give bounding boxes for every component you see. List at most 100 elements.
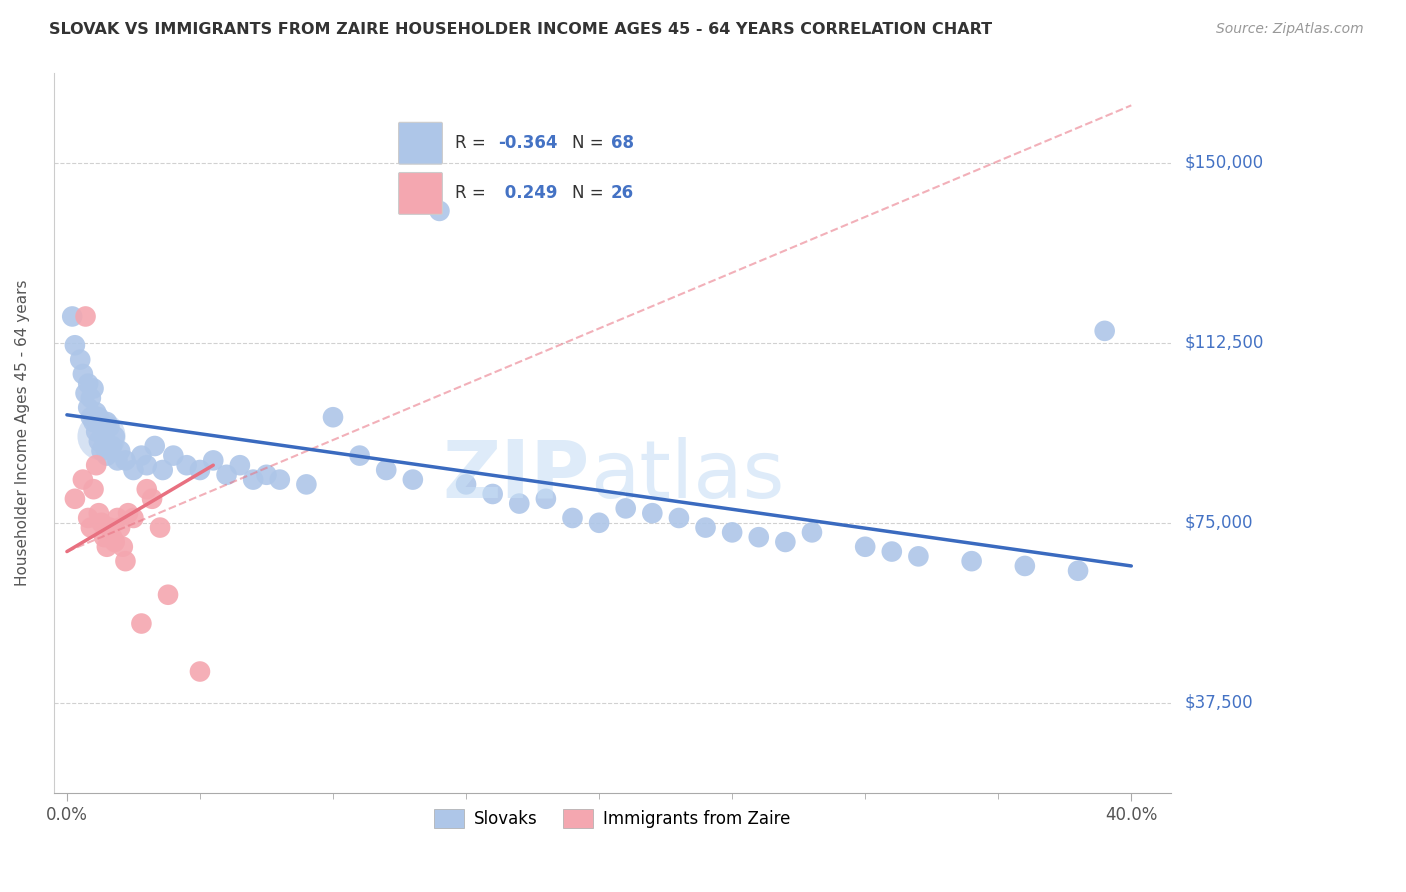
Point xyxy=(149,520,172,534)
Point xyxy=(481,487,503,501)
Point xyxy=(695,520,717,534)
Point xyxy=(960,554,983,568)
Point xyxy=(135,482,157,496)
Point xyxy=(295,477,318,491)
Text: atlas: atlas xyxy=(591,437,785,515)
Point xyxy=(561,511,583,525)
Point xyxy=(90,429,112,443)
Point xyxy=(880,544,903,558)
Point xyxy=(90,516,112,530)
Point xyxy=(60,310,83,324)
Point xyxy=(90,419,112,434)
Point xyxy=(111,540,134,554)
Point xyxy=(202,453,225,467)
Point xyxy=(269,473,291,487)
Point xyxy=(83,381,105,395)
Point xyxy=(122,463,145,477)
Point xyxy=(87,434,110,449)
Point xyxy=(242,473,264,487)
Point xyxy=(84,405,107,419)
Text: $112,500: $112,500 xyxy=(1185,334,1264,351)
Point xyxy=(1094,324,1116,338)
Point xyxy=(108,520,131,534)
Point xyxy=(72,473,94,487)
Point xyxy=(63,491,86,506)
Point xyxy=(93,439,115,453)
Point xyxy=(114,554,136,568)
Text: Source: ZipAtlas.com: Source: ZipAtlas.com xyxy=(1216,22,1364,37)
Point xyxy=(229,458,252,473)
Point xyxy=(69,352,91,367)
Point xyxy=(77,401,100,415)
Point xyxy=(176,458,198,473)
Point xyxy=(122,511,145,525)
Point xyxy=(101,439,124,453)
Point xyxy=(84,425,107,439)
Point xyxy=(152,463,174,477)
Point xyxy=(131,449,153,463)
Text: $75,000: $75,000 xyxy=(1185,514,1254,532)
Point xyxy=(80,520,103,534)
Text: SLOVAK VS IMMIGRANTS FROM ZAIRE HOUSEHOLDER INCOME AGES 45 - 64 YEARS CORRELATIO: SLOVAK VS IMMIGRANTS FROM ZAIRE HOUSEHOL… xyxy=(49,22,993,37)
Point xyxy=(614,501,637,516)
Legend: Slovaks, Immigrants from Zaire: Slovaks, Immigrants from Zaire xyxy=(427,802,797,835)
Point xyxy=(90,443,112,458)
Point xyxy=(77,376,100,391)
Point xyxy=(75,310,97,324)
Point xyxy=(141,491,163,506)
Point xyxy=(748,530,770,544)
Point xyxy=(668,511,690,525)
Text: $37,500: $37,500 xyxy=(1185,694,1254,712)
Point xyxy=(83,415,105,429)
Point xyxy=(114,453,136,467)
Point xyxy=(80,391,103,405)
Point xyxy=(801,525,824,540)
Point xyxy=(429,203,451,218)
Point xyxy=(157,588,180,602)
Point xyxy=(75,386,97,401)
Point xyxy=(322,410,344,425)
Point xyxy=(721,525,744,540)
Point xyxy=(93,530,115,544)
Point xyxy=(188,463,211,477)
Point xyxy=(402,473,425,487)
Point xyxy=(1014,558,1036,573)
Point xyxy=(77,511,100,525)
Point xyxy=(63,338,86,352)
Point xyxy=(108,443,131,458)
Point xyxy=(87,410,110,425)
Point xyxy=(375,463,398,477)
Point xyxy=(98,419,121,434)
Point xyxy=(93,429,115,443)
Point xyxy=(107,453,129,467)
Point xyxy=(80,410,103,425)
Point xyxy=(104,535,127,549)
Text: ZIP: ZIP xyxy=(443,437,591,515)
Point xyxy=(135,458,157,473)
Point xyxy=(508,497,530,511)
Point xyxy=(83,482,105,496)
Point xyxy=(188,665,211,679)
Point xyxy=(907,549,929,564)
Point xyxy=(72,367,94,381)
Point xyxy=(641,506,664,520)
Point xyxy=(98,520,121,534)
Point xyxy=(96,449,118,463)
Point xyxy=(101,530,124,544)
Point xyxy=(143,439,166,453)
Point xyxy=(131,616,153,631)
Point xyxy=(96,415,118,429)
Text: $150,000: $150,000 xyxy=(1185,154,1264,172)
Point xyxy=(84,458,107,473)
Point xyxy=(117,506,139,520)
Point xyxy=(104,429,127,443)
Point xyxy=(349,449,371,463)
Point xyxy=(1067,564,1090,578)
Point xyxy=(454,477,477,491)
Point xyxy=(107,511,129,525)
Point xyxy=(87,506,110,520)
Y-axis label: Householder Income Ages 45 - 64 years: Householder Income Ages 45 - 64 years xyxy=(15,279,30,586)
Point xyxy=(215,467,238,482)
Point xyxy=(96,540,118,554)
Point xyxy=(775,535,797,549)
